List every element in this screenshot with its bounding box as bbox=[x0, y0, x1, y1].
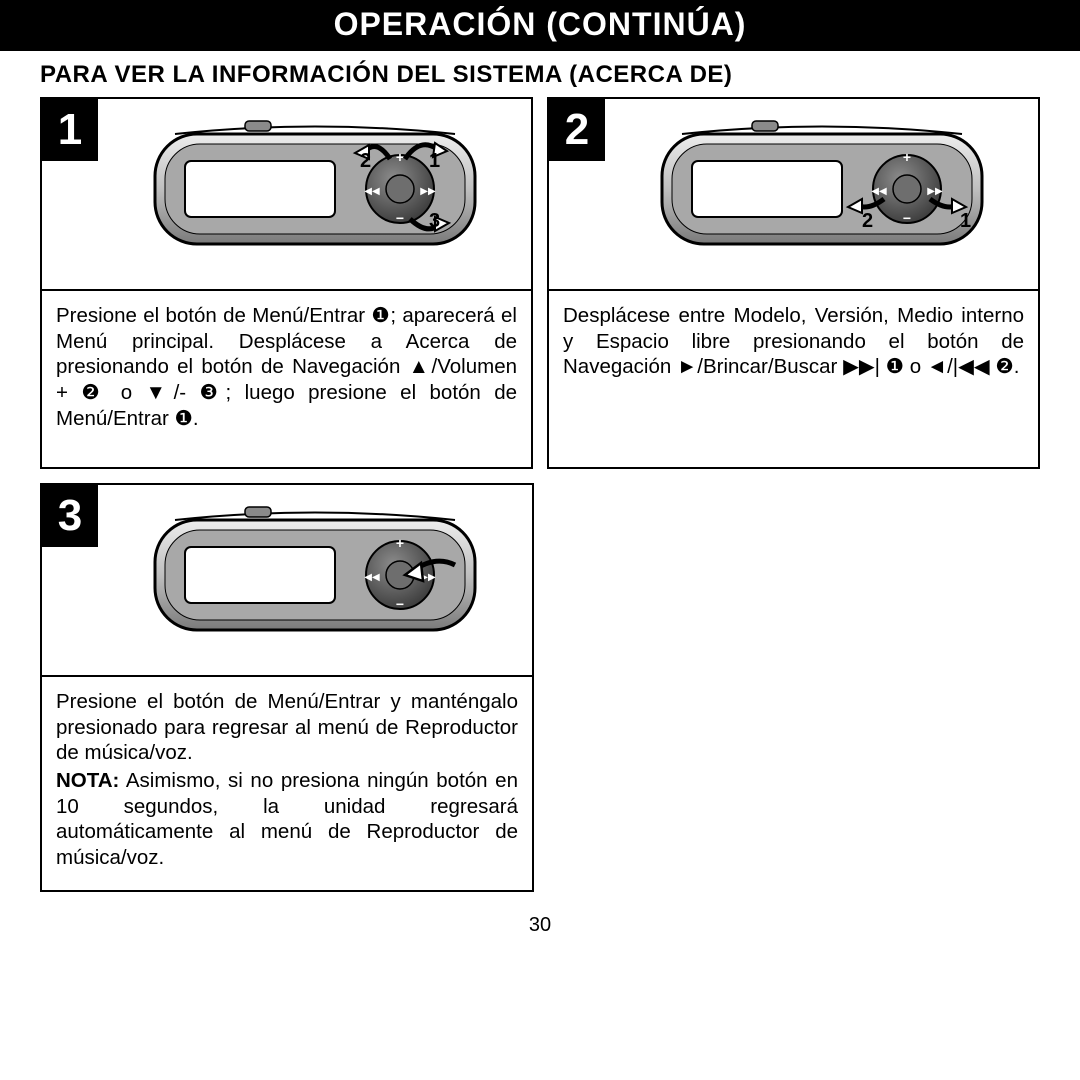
svg-text:−: − bbox=[395, 210, 403, 226]
svg-text:+: + bbox=[396, 535, 404, 551]
svg-text:▶▶: ▶▶ bbox=[420, 186, 436, 197]
svg-text:2: 2 bbox=[862, 210, 873, 232]
svg-text:1: 1 bbox=[429, 150, 440, 172]
svg-text:−: − bbox=[396, 596, 404, 612]
device-illustration: + − ◀◀ ▶▶ bbox=[98, 485, 532, 665]
panel-1-paragraph: Presione el botón de Menú/Entrar ❶; apar… bbox=[56, 303, 517, 431]
panel-2-text: Desplácese entre Modelo, Versión, Medio … bbox=[549, 289, 1038, 467]
svg-text:◀◀: ◀◀ bbox=[871, 186, 887, 197]
panel-3-paragraph: Presione el botón de Menú/Entrar y manté… bbox=[56, 689, 518, 766]
step-number: 3 bbox=[42, 485, 98, 547]
svg-text:◀◀: ◀◀ bbox=[364, 186, 380, 197]
svg-text:+: + bbox=[395, 149, 403, 165]
step-number: 1 bbox=[42, 99, 98, 161]
page-title-bar: OPERACIÓN (CONTINÚA) bbox=[0, 0, 1080, 51]
svg-text:+: + bbox=[902, 149, 910, 165]
panel-3-note: NOTA: Asimismo, si no presiona ningún bo… bbox=[56, 768, 518, 871]
device-illustration: + − ◀◀ ▶▶ 2 1 3 bbox=[98, 99, 531, 279]
panel-3-text: Presione el botón de Menú/Entrar y manté… bbox=[42, 675, 532, 890]
panel-1-text: Presione el botón de Menú/Entrar ❶; apar… bbox=[42, 289, 531, 467]
svg-text:▶▶: ▶▶ bbox=[927, 186, 943, 197]
svg-text:3: 3 bbox=[429, 210, 440, 232]
step-number: 2 bbox=[549, 99, 605, 161]
panel-1: 1 bbox=[40, 97, 533, 469]
svg-text:−: − bbox=[902, 210, 910, 226]
panel-2-paragraph: Desplácese entre Modelo, Versión, Medio … bbox=[563, 303, 1024, 380]
panel-3: 3 bbox=[40, 483, 534, 892]
svg-text:1: 1 bbox=[960, 210, 971, 232]
section-subtitle: PARA VER LA INFORMACIÓN DEL SISTEMA (ACE… bbox=[40, 61, 1040, 89]
device-illustration: + − ◀◀ ▶▶ 2 1 bbox=[605, 99, 1038, 279]
panel-row-1: 1 bbox=[40, 97, 1040, 469]
panel-2: 2 bbox=[547, 97, 1040, 469]
svg-text:◀◀: ◀◀ bbox=[364, 572, 380, 583]
panel-3-note-body: Asimismo, si no presiona ningún botón en… bbox=[56, 769, 518, 869]
svg-text:2: 2 bbox=[360, 150, 371, 172]
page-number: 30 bbox=[40, 906, 1040, 937]
panel-row-2: 3 bbox=[40, 483, 1040, 892]
